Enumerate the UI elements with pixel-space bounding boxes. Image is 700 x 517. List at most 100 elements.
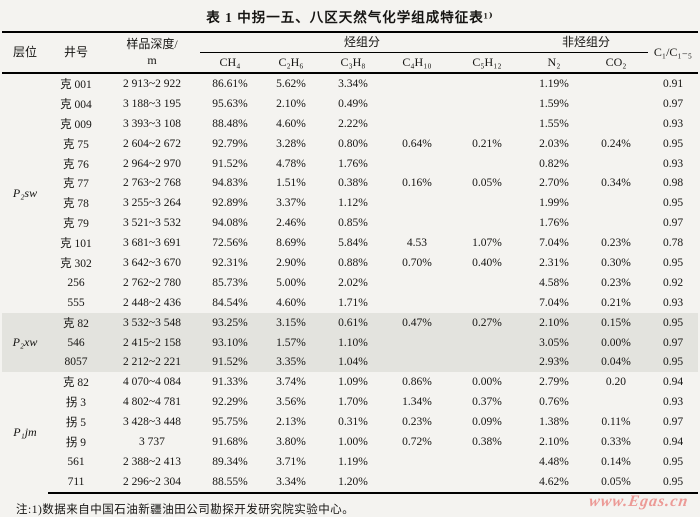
c3h8-cell: 3.34% bbox=[338, 77, 368, 90]
well-cell: 克 001 bbox=[60, 78, 92, 91]
table-row: 拐 3 4 802~4 781 92.29% 3.56% 1.70% 1.34% 0.37%… bbox=[2, 392, 698, 412]
n2-cell: 2.31% bbox=[539, 256, 569, 269]
stratum-cell: P₂xw bbox=[1, 312, 48, 373]
c3h8-cell: 1.71% bbox=[338, 296, 368, 309]
c3h8-cell: 1.00% bbox=[338, 435, 368, 448]
c4h10-cell bbox=[383, 332, 450, 353]
co2-cell bbox=[584, 114, 648, 134]
table-row: 克 009 3 393~3 108 88.48% 4.60% 2.22% 1.55% 0.9… bbox=[2, 114, 698, 134]
ratio-cell: 0.78 bbox=[662, 237, 684, 250]
table-row: 克 302 3 642~3 670 92.31% 2.90% 0.88% 0.70% 0.4… bbox=[2, 253, 698, 273]
well-cell: 克 004 bbox=[60, 98, 92, 111]
depth-cell: 2 964~2 970 bbox=[122, 157, 181, 170]
table-row: 拐 5 3 428~3 448 95.75% 2.13% 0.31% 0.23% 0.09%… bbox=[2, 412, 698, 432]
c2h6-cell: 3.71% bbox=[276, 455, 306, 468]
co2-cell: 0.05% bbox=[583, 471, 648, 494]
c4h10-cell: 0.47% bbox=[383, 312, 450, 333]
c5h12-cell: 0.05% bbox=[472, 177, 502, 190]
well-cell: 561 bbox=[67, 455, 85, 468]
depth-cell: 3 532~3 548 bbox=[103, 312, 200, 333]
well-cell: 拐 5 bbox=[65, 417, 87, 430]
table-row: 546 2 415~2 158 93.10% 1.57% 1.10% 3.05% 0.00%… bbox=[2, 332, 698, 353]
ch4-cell: 86.61% bbox=[212, 77, 248, 90]
c2h6-cell: 3.35% bbox=[259, 352, 322, 373]
header-ch4: CH₄ bbox=[199, 52, 260, 74]
co2-cell: 0.11% bbox=[601, 416, 631, 429]
depth-cell: 3 188~3 195 bbox=[122, 97, 181, 110]
well-cell: 711 bbox=[47, 471, 104, 494]
ratio-cell: 0.93 bbox=[662, 117, 684, 130]
c2h6-cell: 1.51% bbox=[276, 177, 306, 190]
n2-cell: 4.48% bbox=[539, 455, 569, 468]
table-row: 711 2 296~2 304 88.55% 3.34% 1.20% 4.62% 0.05%… bbox=[2, 471, 698, 494]
co2-cell: 0.23% bbox=[601, 237, 631, 250]
c3h8-cell: 1.09% bbox=[338, 376, 368, 389]
co2-cell: 0.24% bbox=[601, 137, 631, 150]
c5h12-cell bbox=[449, 471, 524, 494]
ch4-cell: 94.08% bbox=[212, 217, 248, 230]
n2-cell: 1.55% bbox=[539, 117, 569, 130]
ch4-cell: 84.54% bbox=[212, 296, 248, 309]
ch4-cell: 95.63% bbox=[212, 97, 248, 110]
c2h6-cell: 3.28% bbox=[276, 137, 306, 150]
co2-cell bbox=[584, 392, 648, 412]
well-cell: 克 78 bbox=[63, 198, 89, 211]
ratio-cell: 0.94 bbox=[662, 376, 684, 389]
ratio-cell: 0.98 bbox=[662, 177, 684, 190]
n2-cell: 3.05% bbox=[523, 332, 584, 353]
ch4-cell: 94.83% bbox=[212, 177, 248, 190]
stratum-cell: P₂sw bbox=[12, 185, 38, 200]
co2-cell: 0.33% bbox=[601, 435, 631, 448]
n2-cell: 4.62% bbox=[523, 471, 584, 494]
well-cell: 8057 bbox=[47, 352, 104, 373]
co2-cell: 0.21% bbox=[601, 296, 631, 309]
c5h12-cell: 0.40% bbox=[472, 256, 502, 269]
c3h8-cell: 2.22% bbox=[338, 117, 368, 130]
c4h10-cell bbox=[383, 471, 450, 494]
c4h10-cell bbox=[384, 94, 450, 114]
c2h6-cell: 3.15% bbox=[259, 312, 322, 333]
well-cell: 克 76 bbox=[63, 158, 89, 171]
ch4-cell: 91.68% bbox=[212, 435, 248, 448]
c3h8-cell: 1.76% bbox=[338, 157, 368, 170]
c4h10-cell bbox=[384, 193, 450, 213]
c2h6-cell: 3.56% bbox=[276, 396, 306, 409]
table-row: P₂xw 克 82 3 532~3 548 93.25% 3.15% 0.61% 0.47%… bbox=[1, 312, 698, 373]
header-stratum: 层位 bbox=[1, 32, 48, 74]
table-row: 8057 2 212~2 221 91.52% 3.35% 1.04% 2.93% 0.04… bbox=[2, 352, 698, 373]
ch4-cell: 72.56% bbox=[212, 237, 248, 250]
depth-cell: 4 070~4 084 bbox=[122, 376, 181, 389]
ratio-cell: 0.95 bbox=[648, 352, 698, 373]
n2-cell: 4.58% bbox=[539, 276, 569, 289]
depth-cell: 3 681~3 691 bbox=[122, 237, 181, 250]
ch4-cell: 92.29% bbox=[212, 396, 248, 409]
well-cell: 克 82 bbox=[63, 377, 89, 390]
ratio-cell: 0.97 bbox=[662, 217, 684, 230]
ratio-cell: 0.97 bbox=[648, 332, 698, 353]
depth-cell: 2 604~2 672 bbox=[122, 137, 181, 150]
n2-cell: 1.59% bbox=[539, 97, 569, 110]
c2h6-cell: 4.78% bbox=[276, 157, 306, 170]
c3h8-cell: 0.88% bbox=[338, 256, 368, 269]
co2-cell bbox=[584, 73, 648, 94]
c5h12-cell bbox=[450, 452, 524, 472]
header-nonhydrocarbon-group: 非烃组分 bbox=[523, 32, 648, 53]
ratio-cell: 0.95 bbox=[648, 471, 698, 494]
ch4-cell: 88.55% bbox=[199, 471, 260, 494]
c5h12-cell: 0.37% bbox=[472, 396, 502, 409]
co2-cell: 0.00% bbox=[583, 332, 648, 353]
ch4-cell: 88.48% bbox=[212, 117, 248, 130]
n2-cell: 1.99% bbox=[539, 197, 569, 210]
ratio-cell: 0.95 bbox=[662, 455, 684, 468]
depth-cell: 2 913~2 922 bbox=[122, 77, 181, 90]
c5h12-cell bbox=[450, 154, 524, 174]
c3h8-cell: 0.85% bbox=[338, 217, 368, 230]
n2-cell: 2.79% bbox=[539, 376, 569, 389]
c4h10-cell: 0.86% bbox=[402, 376, 432, 389]
ratio-cell: 0.95 bbox=[662, 256, 684, 269]
c4h10-cell: 0.72% bbox=[402, 435, 432, 448]
c3h8-cell: 0.61% bbox=[321, 312, 384, 333]
depth-cell: 3 642~3 670 bbox=[122, 256, 181, 269]
n2-cell: 1.19% bbox=[539, 77, 569, 90]
table-row: P₁jm 克 82 4 070~4 084 91.33% 3.74% 1.09% 0.86%… bbox=[2, 372, 698, 439]
